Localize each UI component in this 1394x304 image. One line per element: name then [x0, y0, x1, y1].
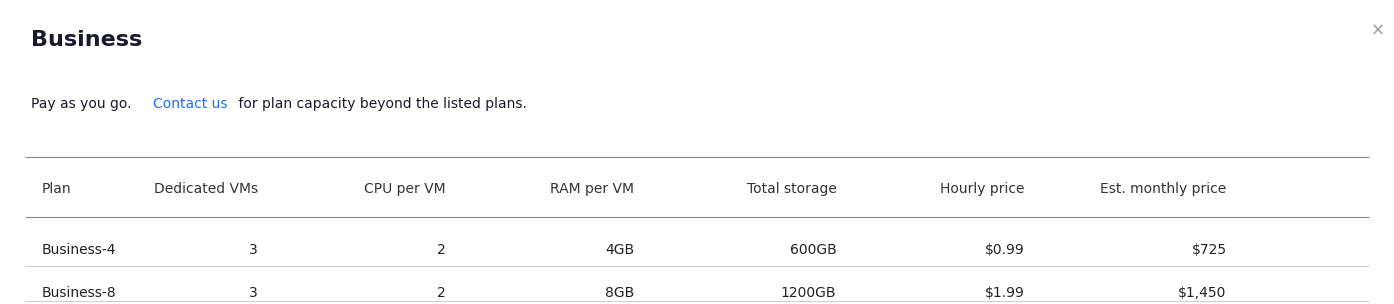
Text: 1200GB: 1200GB: [781, 286, 836, 300]
Text: 4GB: 4GB: [605, 243, 634, 257]
Text: $0.99: $0.99: [984, 243, 1025, 257]
Text: RAM per VM: RAM per VM: [551, 182, 634, 196]
Text: Total storage: Total storage: [747, 182, 836, 196]
Text: CPU per VM: CPU per VM: [364, 182, 446, 196]
Text: 3: 3: [250, 243, 258, 257]
Text: Business-8: Business-8: [42, 286, 117, 300]
Text: 2: 2: [438, 286, 446, 300]
Text: ×: ×: [1370, 21, 1384, 39]
Text: 8GB: 8GB: [605, 286, 634, 300]
Text: Dedicated VMs: Dedicated VMs: [153, 182, 258, 196]
Text: Business-4: Business-4: [42, 243, 116, 257]
Text: Contact us: Contact us: [153, 97, 227, 111]
Text: Business: Business: [31, 30, 142, 50]
Text: 600GB: 600GB: [789, 243, 836, 257]
Text: $1,450: $1,450: [1178, 286, 1227, 300]
Text: Hourly price: Hourly price: [940, 182, 1025, 196]
Text: $725: $725: [1192, 243, 1227, 257]
Text: Pay as you go.: Pay as you go.: [31, 97, 135, 111]
Text: Est. monthly price: Est. monthly price: [1100, 182, 1227, 196]
Text: 3: 3: [250, 286, 258, 300]
Text: for plan capacity beyond the listed plans.: for plan capacity beyond the listed plan…: [234, 97, 527, 111]
Text: 2: 2: [438, 243, 446, 257]
Text: $1.99: $1.99: [984, 286, 1025, 300]
Text: Plan: Plan: [42, 182, 71, 196]
